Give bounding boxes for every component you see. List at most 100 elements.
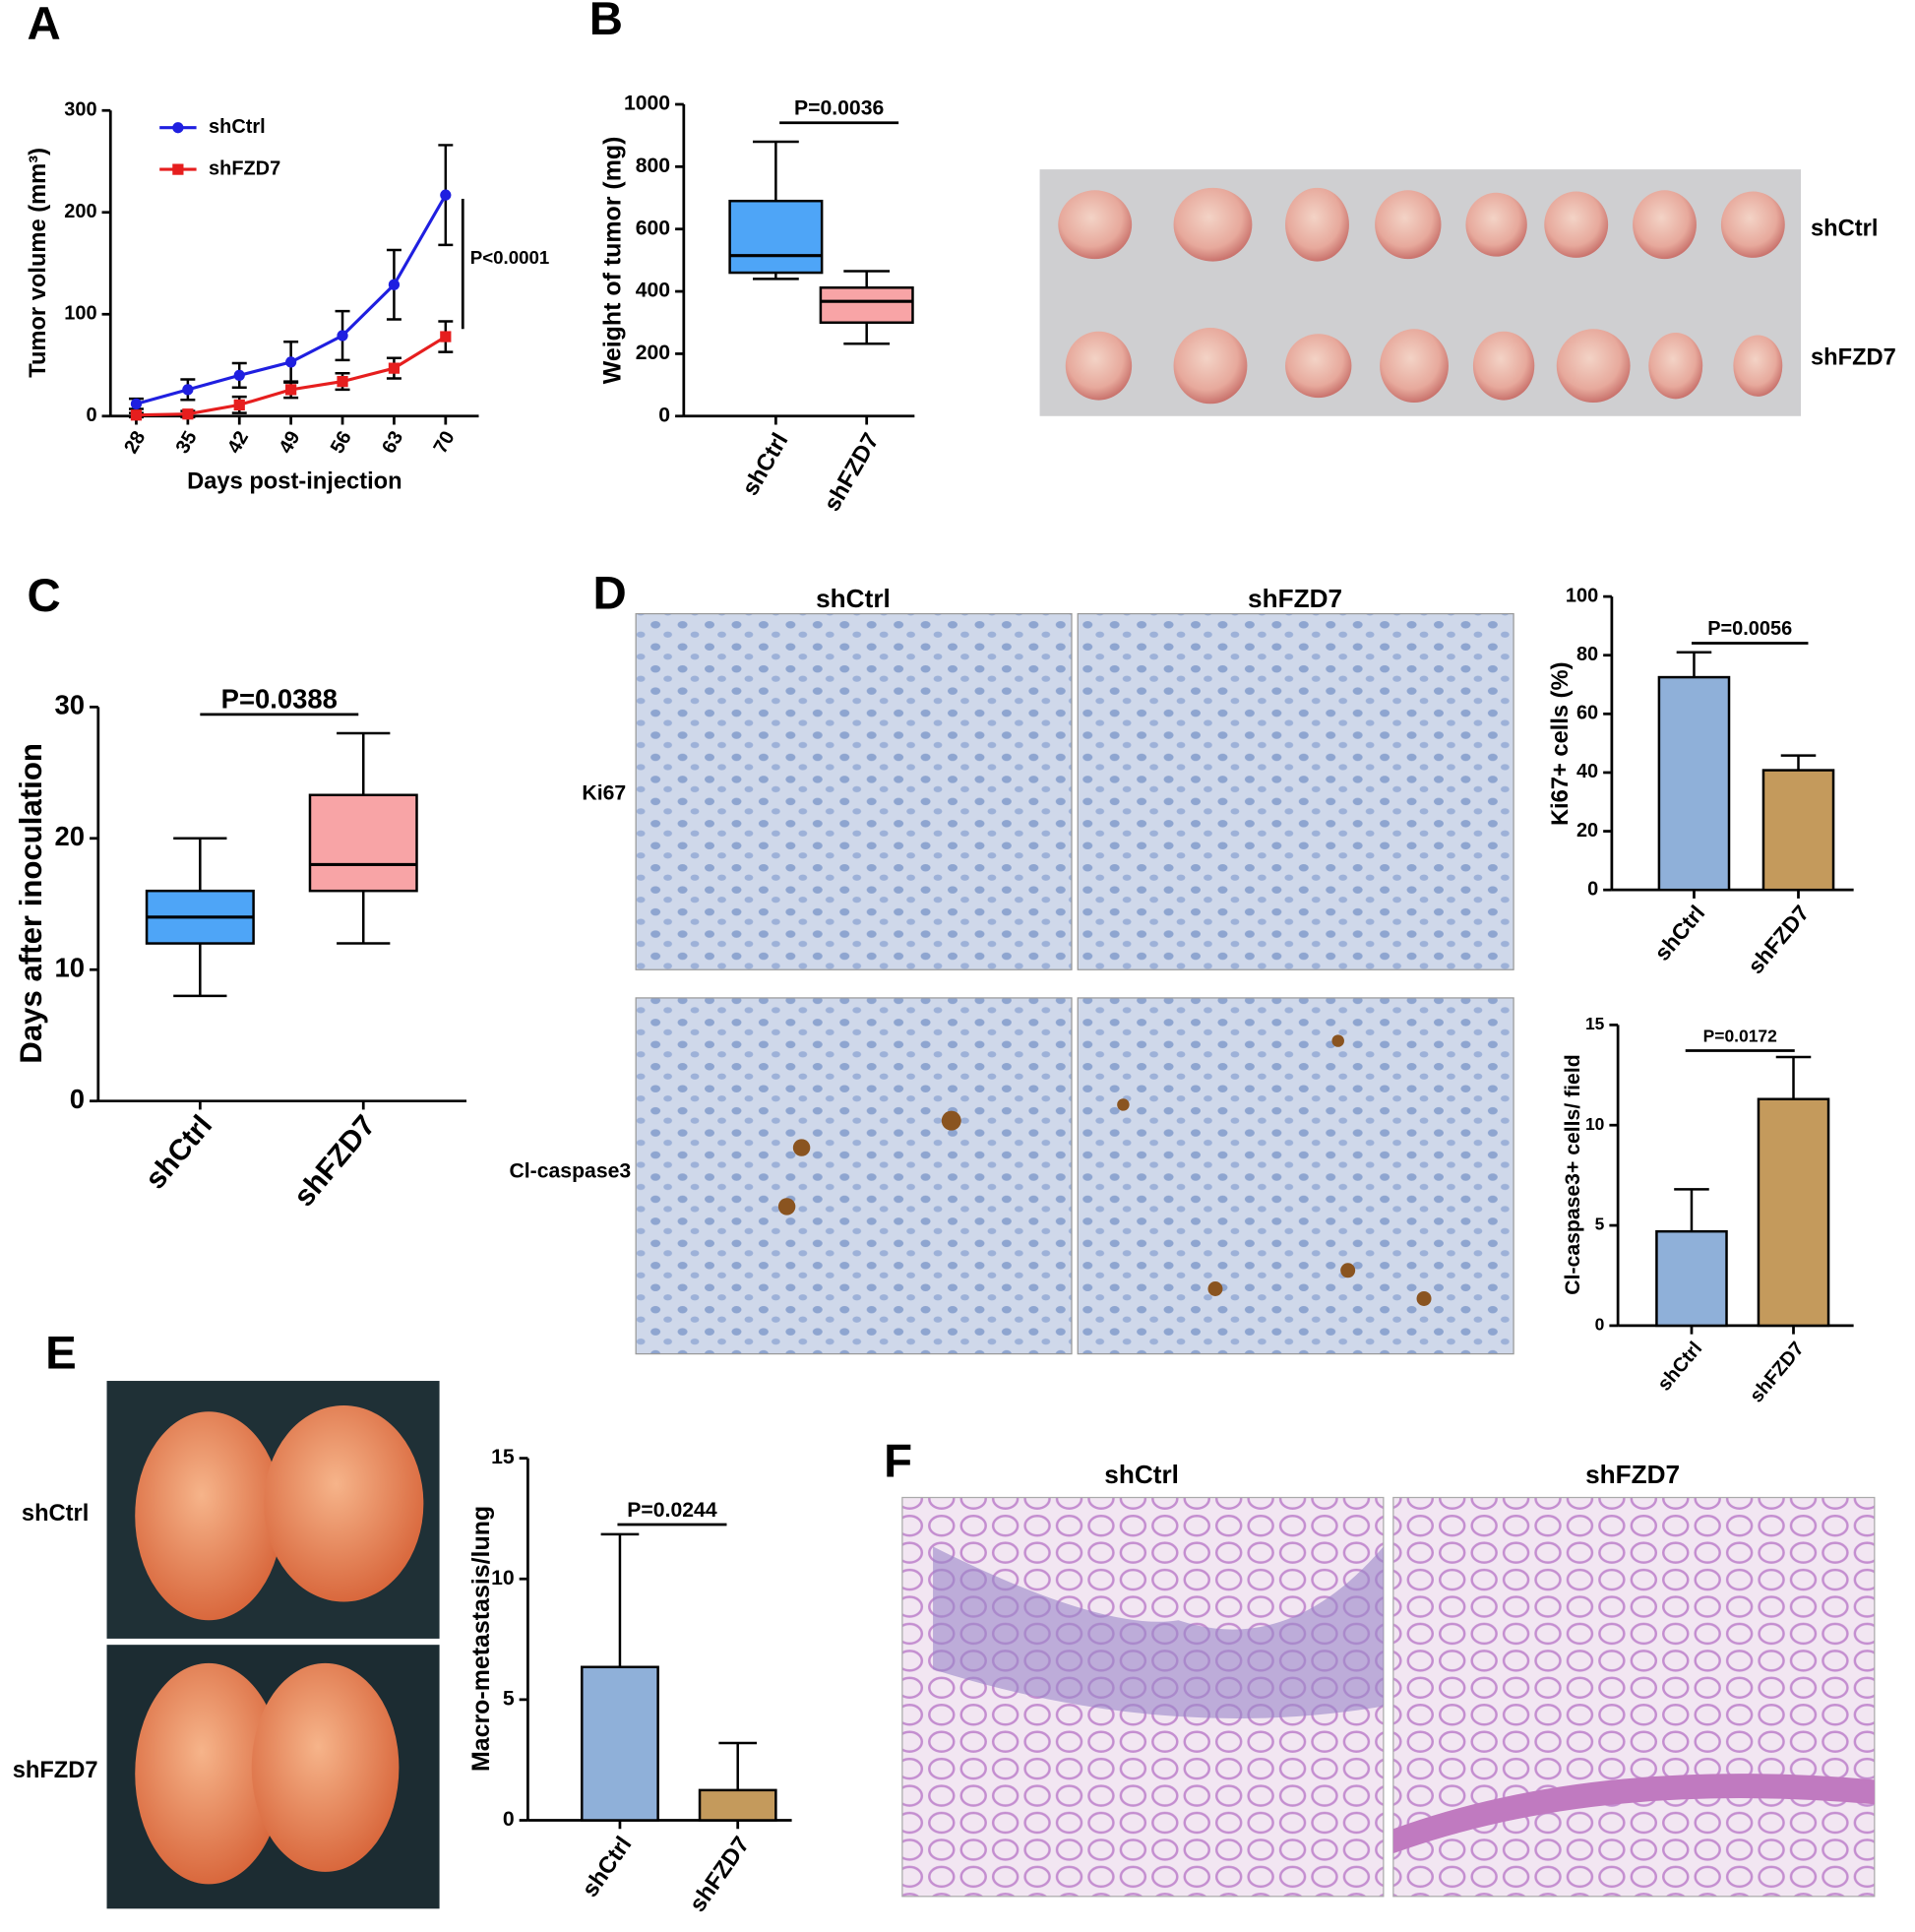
x-tick-label: shFZD7 (820, 429, 885, 516)
photo-label: shFZD7 (13, 1758, 98, 1783)
point (182, 408, 194, 420)
column-label: shCtrl (816, 584, 891, 613)
y-tick-label: 20 (1576, 820, 1598, 841)
x-tick-label: shFZD7 (287, 1109, 382, 1213)
point (130, 398, 143, 409)
legend-marker (172, 122, 184, 134)
x-tick-label: 28 (120, 427, 150, 457)
point (130, 409, 143, 421)
panel-letter: C (27, 570, 60, 622)
y-tick-label: 100 (1566, 585, 1598, 606)
x-tick-label: shFZD7 (1743, 901, 1814, 978)
row-label: Ki67 (582, 781, 626, 804)
y-tick-label: 600 (636, 217, 670, 239)
panel-letter: E (45, 1328, 77, 1380)
photo-label: shCtrl (1811, 216, 1878, 241)
p-value: P<0.0001 (470, 247, 550, 268)
x-tick-label: shCtrl (738, 429, 794, 500)
p-value: P=0.0172 (1703, 1026, 1777, 1045)
x-tick-label: shCtrl (578, 1833, 638, 1902)
bar (698, 1788, 777, 1822)
y-tick-label: 0 (503, 1808, 515, 1831)
legend-marker (172, 163, 184, 175)
y-tick-label: 800 (636, 155, 670, 177)
ihc-images (635, 612, 1514, 1355)
point (440, 331, 452, 343)
point (233, 369, 245, 381)
p-value: P=0.0388 (221, 683, 338, 714)
x-tick-label: shFZD7 (685, 1833, 755, 1917)
y-tick-label: 5 (1595, 1215, 1605, 1234)
panel-letter: A (27, 0, 60, 50)
y-tick-label: 0 (1595, 1315, 1605, 1335)
error-bar (1676, 651, 1712, 678)
photo-label: shFZD7 (1811, 344, 1896, 370)
y-axis-label: Cl-caspase3+ cells/ field (1562, 1054, 1584, 1294)
error-bar (1674, 1188, 1709, 1232)
y-tick-label: 400 (636, 280, 670, 302)
row-label: Cl-caspase3 (509, 1160, 631, 1183)
point (388, 362, 401, 374)
y-tick-label: 20 (55, 821, 86, 851)
bar (581, 1665, 659, 1822)
box (728, 199, 824, 275)
x-tick-label: shCtrl (1653, 1338, 1706, 1395)
y-axis-label: Ki67+ cells (%) (1548, 661, 1574, 826)
x-tick-label: 70 (430, 427, 460, 457)
column-label: shCtrl (1104, 1460, 1179, 1489)
x-tick-label: 42 (223, 427, 253, 457)
bar (1657, 675, 1731, 892)
p-value: P=0.0056 (1707, 618, 1792, 640)
y-tick-label: 10 (1585, 1114, 1604, 1134)
x-tick-label: 49 (275, 427, 304, 457)
x-tick-label: shCtrl (139, 1109, 218, 1195)
error-bar (718, 1741, 758, 1790)
column-label: shFZD7 (1248, 584, 1342, 613)
point (440, 189, 452, 201)
y-tick-label: 200 (636, 342, 670, 364)
bar (1757, 1097, 1830, 1328)
error-bar (1775, 1055, 1812, 1099)
photo-label: shCtrl (22, 1501, 89, 1527)
x-tick-label: shCtrl (1649, 901, 1709, 966)
point (285, 356, 297, 368)
legend-label: shFZD7 (209, 157, 280, 179)
box (308, 793, 418, 893)
point (233, 399, 245, 411)
y-axis-label: Tumor volume (mm³) (26, 148, 51, 378)
legend-label: shCtrl (209, 116, 266, 138)
point (337, 330, 348, 342)
point (337, 375, 348, 388)
y-tick-label: 100 (64, 303, 96, 325)
y-tick-label: 40 (1576, 761, 1598, 782)
y-tick-label: 10 (491, 1567, 515, 1589)
y-tick-label: 1000 (624, 93, 670, 115)
y-axis-label: Days after inoculation (14, 743, 48, 1064)
panel-letter: F (884, 1435, 912, 1487)
y-tick-label: 60 (1576, 703, 1598, 724)
lung-photos (106, 1381, 440, 1909)
error-bar (1780, 754, 1817, 771)
y-tick-label: 10 (55, 952, 86, 982)
x-tick-label: shFZD7 (1746, 1338, 1809, 1406)
y-tick-label: 15 (491, 1446, 515, 1468)
p-value: P=0.0036 (794, 97, 885, 120)
column-label: shFZD7 (1585, 1460, 1680, 1489)
y-tick-label: 80 (1576, 644, 1598, 665)
y-tick-label: 0 (70, 1084, 85, 1114)
point (388, 279, 401, 290)
y-tick-label: 0 (86, 405, 96, 426)
point (182, 384, 194, 396)
y-axis-label: Macro-metastasis/lung (467, 1506, 495, 1772)
panel-letter: B (589, 0, 623, 45)
y-tick-label: 0 (658, 404, 670, 426)
y-tick-label: 15 (1585, 1014, 1605, 1033)
x-tick-label: 35 (172, 427, 202, 457)
point (285, 384, 297, 396)
y-tick-label: 30 (55, 690, 86, 720)
x-tick-label: 56 (327, 427, 356, 457)
y-tick-label: 0 (1587, 878, 1598, 900)
y-tick-label: 200 (64, 201, 96, 222)
panel-letter: D (593, 568, 627, 620)
bar (1655, 1229, 1728, 1328)
